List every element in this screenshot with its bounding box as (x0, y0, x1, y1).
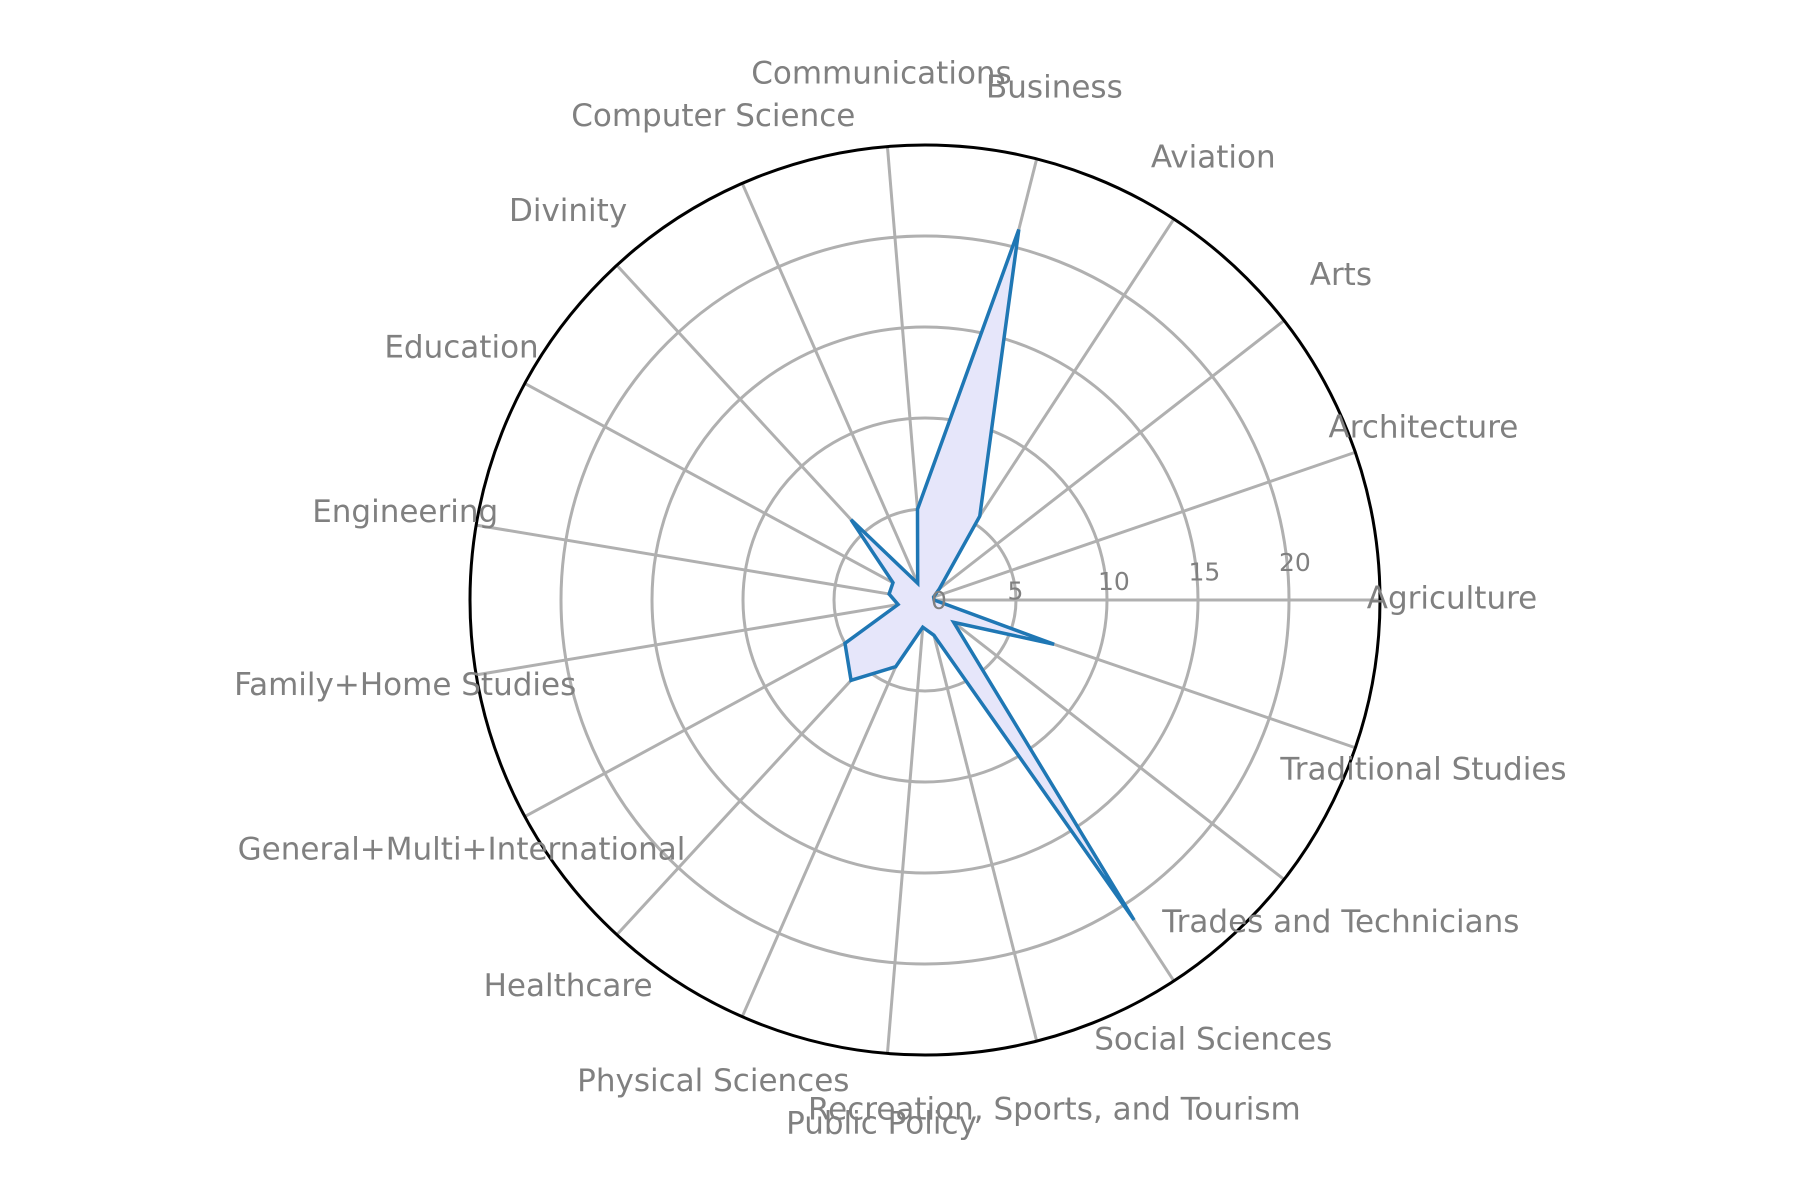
category-label: Education (384, 330, 538, 366)
radial-tick-label: 0 (931, 586, 947, 615)
spoke-line (924, 598, 1285, 881)
category-label: Traditional Studies (1279, 752, 1566, 788)
category-label: Recreation, Sports, and Tourism (808, 1091, 1301, 1127)
category-label: Aviation (1151, 139, 1276, 175)
radial-tick-label: 10 (1098, 567, 1130, 596)
category-labels: Agriculture Architecture Arts Aviation Busin… (234, 55, 1566, 1141)
series-fill-area (844, 229, 1135, 920)
category-label: Engineering (312, 494, 498, 530)
spoke-line (740, 599, 927, 1018)
spoke-line (740, 182, 927, 601)
spoke-line (885, 599, 927, 1054)
spoke-line (475, 523, 926, 602)
radial-tick-label: 20 (1279, 548, 1311, 577)
category-label: Family+Home Studies (234, 667, 576, 703)
category-label: Business (986, 70, 1123, 106)
category-label: Trades and Technicians (1161, 904, 1519, 940)
data-series (843, 228, 1136, 921)
category-label: Social Sciences (1094, 1022, 1332, 1058)
spoke-line (475, 598, 926, 677)
category-label: Public Policy (786, 1106, 977, 1142)
spoke-line (924, 319, 1285, 602)
category-label: Healthcare (484, 968, 653, 1004)
radial-tick-label: 5 (1008, 576, 1024, 605)
outer-frame (468, 143, 1382, 1057)
category-label: Communications (751, 55, 1012, 91)
spoke-line (524, 382, 926, 602)
spoke-line (923, 599, 1039, 1042)
category-label: Physical Sciences (577, 1063, 849, 1099)
category-label: Architecture (1329, 409, 1519, 445)
category-label: General+Multi+International (238, 831, 686, 867)
spoke-line (924, 450, 1356, 602)
category-label: Agriculture (1367, 581, 1538, 617)
radial-tick-label: 15 (1189, 557, 1221, 586)
category-label: Divinity (509, 193, 627, 229)
series-line (843, 228, 1136, 921)
radial-tick-labels: 0 5 10 15 20 (931, 548, 1311, 615)
category-label: Arts (1310, 257, 1372, 293)
category-label: Computer Science (571, 98, 855, 134)
